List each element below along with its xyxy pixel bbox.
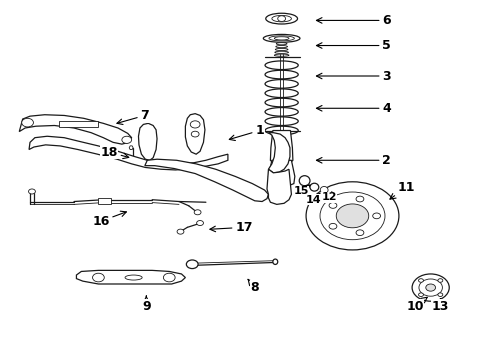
- Ellipse shape: [275, 48, 288, 50]
- Circle shape: [426, 284, 436, 291]
- Circle shape: [438, 293, 443, 297]
- Circle shape: [412, 274, 449, 301]
- Ellipse shape: [274, 37, 289, 40]
- Bar: [59, 121, 98, 127]
- Circle shape: [186, 260, 198, 269]
- Polygon shape: [185, 114, 205, 154]
- Text: 10: 10: [406, 297, 427, 313]
- Ellipse shape: [320, 186, 328, 194]
- Circle shape: [356, 230, 364, 235]
- Circle shape: [163, 273, 175, 282]
- Circle shape: [373, 213, 381, 219]
- Circle shape: [418, 279, 423, 282]
- Circle shape: [329, 224, 337, 229]
- Polygon shape: [98, 198, 111, 204]
- Polygon shape: [145, 159, 269, 202]
- Text: 5: 5: [317, 39, 391, 52]
- Polygon shape: [269, 160, 295, 187]
- Ellipse shape: [310, 183, 319, 191]
- Ellipse shape: [276, 45, 288, 48]
- Ellipse shape: [125, 275, 142, 280]
- Ellipse shape: [299, 176, 310, 186]
- Polygon shape: [269, 133, 290, 173]
- Text: 3: 3: [317, 69, 391, 82]
- Circle shape: [438, 279, 443, 282]
- Text: 9: 9: [142, 296, 150, 313]
- Text: 4: 4: [317, 102, 391, 115]
- Text: 17: 17: [210, 221, 253, 234]
- Polygon shape: [76, 270, 185, 284]
- Text: 15: 15: [294, 185, 310, 197]
- Circle shape: [28, 189, 35, 194]
- Circle shape: [22, 118, 33, 127]
- Ellipse shape: [274, 54, 289, 56]
- Circle shape: [191, 131, 199, 137]
- Polygon shape: [129, 146, 133, 150]
- Polygon shape: [270, 131, 293, 166]
- Text: 2: 2: [317, 154, 391, 167]
- Circle shape: [93, 273, 104, 282]
- Circle shape: [320, 192, 385, 240]
- Ellipse shape: [269, 36, 294, 41]
- Polygon shape: [139, 123, 157, 160]
- Text: 6: 6: [317, 14, 391, 27]
- Text: 18: 18: [100, 145, 129, 159]
- Text: 8: 8: [248, 279, 259, 294]
- Circle shape: [418, 293, 423, 297]
- Circle shape: [306, 182, 399, 250]
- Circle shape: [419, 279, 442, 296]
- Circle shape: [336, 204, 369, 228]
- Text: 11: 11: [390, 181, 415, 199]
- Circle shape: [122, 136, 132, 143]
- Circle shape: [194, 210, 201, 215]
- Ellipse shape: [273, 259, 278, 265]
- Text: 14: 14: [306, 193, 321, 205]
- Polygon shape: [267, 169, 292, 204]
- Ellipse shape: [275, 51, 289, 53]
- Circle shape: [196, 221, 203, 226]
- Circle shape: [356, 196, 364, 202]
- Ellipse shape: [263, 35, 300, 42]
- Text: 7: 7: [117, 109, 149, 125]
- Polygon shape: [29, 136, 228, 170]
- Circle shape: [329, 203, 337, 208]
- Ellipse shape: [266, 13, 297, 24]
- Circle shape: [190, 121, 200, 128]
- Text: 13: 13: [432, 299, 449, 313]
- Polygon shape: [19, 115, 132, 144]
- Text: 12: 12: [321, 192, 337, 202]
- Ellipse shape: [276, 42, 287, 45]
- Circle shape: [278, 16, 286, 22]
- Ellipse shape: [272, 15, 292, 22]
- Text: 1: 1: [229, 124, 264, 140]
- Text: 16: 16: [92, 211, 126, 228]
- Circle shape: [177, 229, 184, 234]
